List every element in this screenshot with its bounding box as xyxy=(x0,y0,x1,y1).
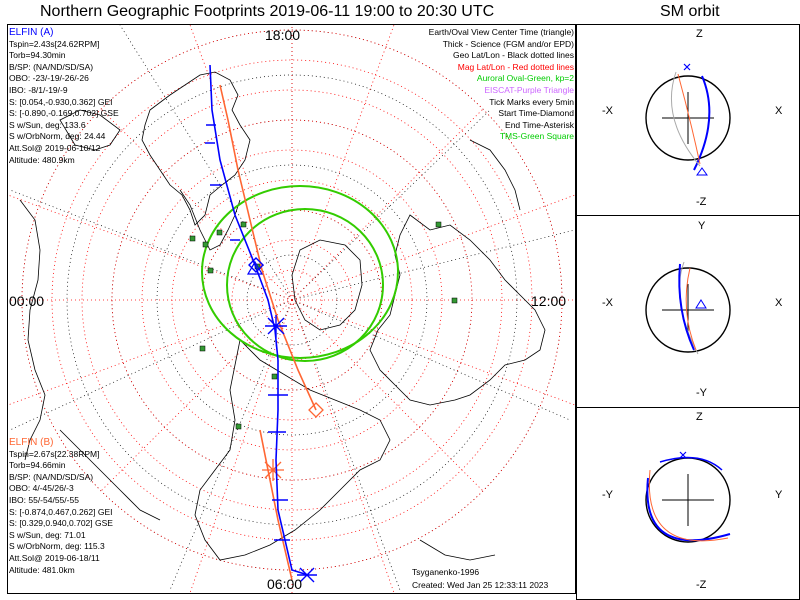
axis-label: -Y xyxy=(602,489,613,501)
elfin-a-line: OBO: -23/-19/-26/-26 xyxy=(9,73,89,84)
legend-entry: Start Time-Diamond xyxy=(498,108,574,119)
model-credit: Tsyganenko-1996 xyxy=(412,567,480,577)
elfin-b-line: S w/OrbNorm, deg: 115.3 xyxy=(9,541,105,552)
elfin-a-track xyxy=(209,64,309,576)
elfin-b-line: S: [-0.874,0.467,0.262] GEI xyxy=(9,506,113,517)
legend-entry: Geo Lat/Lon - Black dotted lines xyxy=(453,50,574,61)
elfin-a-line: B/SP: (NA/ND/SD/SA) xyxy=(9,61,94,72)
elfin-a-markers xyxy=(205,124,317,583)
elfin-a-line: S: [-0.890,-0.169,0.702] GSE xyxy=(9,108,119,119)
elfin-a-line: Torb=94.30min xyxy=(9,50,66,61)
elfin-b-line: S w/Sun, deg: 71.01 xyxy=(9,529,86,540)
legend-entry: Auroral Oval-Green, kp=2 xyxy=(476,73,574,84)
orbit-plot-yz xyxy=(645,451,731,543)
elfin-b-line: Altitude: 481.0km xyxy=(9,564,75,575)
mlt-label-bottom: 06:00 xyxy=(267,576,303,592)
axis-label: Z xyxy=(696,28,703,40)
axis-label: -Z xyxy=(696,196,707,208)
elfin-a-line: S: [0.054,-0.930,0.362] GEI xyxy=(9,96,113,107)
orbit-plot-xy xyxy=(645,261,731,355)
elfin-a-info: ELFIN (A) Tspin=2.43s[24.62RPM] Torb=94.… xyxy=(9,27,119,166)
elfin-b-name: ELFIN (B) xyxy=(9,437,54,448)
axis-label: Z xyxy=(696,411,703,423)
axis-label: -Y xyxy=(696,387,707,399)
elfin-a-name: ELFIN (A) xyxy=(9,27,54,38)
elfin-b-line: Torb=94.66min xyxy=(9,460,66,471)
map-frame xyxy=(7,24,576,594)
axis-label: -Z xyxy=(696,579,707,591)
elfin-a-line: Att.Sol@ 2019-06-10/12 xyxy=(9,142,101,153)
legend: Earth/Oval View Center Time (triangle) T… xyxy=(429,27,574,143)
elfin-b-line: Att.Sol@ 2019-06-18/11 xyxy=(9,552,100,563)
legend-entry: Thick - Science (FGM and/or EPD) xyxy=(442,38,574,49)
elfin-b-line: B/SP: (NA/ND/SD/SA) xyxy=(9,471,94,482)
map-title: Northern Geographic Footprints 2019-06-1… xyxy=(40,3,495,20)
axis-label: X xyxy=(775,105,783,117)
elfin-a-line: Tspin=2.43s[24.62RPM] xyxy=(9,38,100,49)
legend-entry: End Time-Asterisk xyxy=(505,119,574,130)
axis-label: -X xyxy=(602,297,613,309)
view-center-triangle xyxy=(246,260,264,275)
elfin-b-track xyxy=(219,84,317,581)
mlt-label-right: 12:00 xyxy=(531,293,567,309)
auroral-oval xyxy=(201,185,399,362)
elfin-a-line: S w/OrbNorm, deg: 24.44 xyxy=(9,131,106,142)
legend-entry: EISCAT-Purple Triangle xyxy=(484,84,574,95)
legend-entry: TMS-Green Square xyxy=(499,131,574,142)
coastlines xyxy=(19,71,546,561)
elfin-b-line: S: [0.329,0.940,0.702] GSE xyxy=(9,518,113,529)
axis-label: X xyxy=(775,297,783,309)
elfin-a-line: S w/Sun, deg: 133.6 xyxy=(9,119,86,130)
created-timestamp: Created: Wed Jan 25 12:33:11 2023 xyxy=(412,580,549,590)
elfin-b-line: IBO: 55/-54/55/-55 xyxy=(9,494,79,505)
axis-label: -X xyxy=(602,105,613,117)
axis-label: Y xyxy=(775,489,783,501)
elfin-b-markers xyxy=(262,402,324,481)
orbit-plot-xz xyxy=(645,63,731,176)
axis-label: Y xyxy=(698,220,706,232)
elfin-b-line: OBO: 4/-45/26/-3 xyxy=(9,483,74,494)
elfin-b-info: ELFIN (B) Tspin=2.67s[22.38RPM] Torb=94.… xyxy=(9,437,113,576)
mlt-label-top: 18:00 xyxy=(265,27,301,43)
orbit-title: SM orbit xyxy=(660,3,720,20)
legend-entry: Mag Lat/Lon - Red dotted lines xyxy=(457,61,574,72)
elfin-a-line: Altitude: 480.9km xyxy=(9,154,75,165)
elfin-b-line: Tspin=2.67s[22.38RPM] xyxy=(9,448,100,459)
legend-entry: Tick Marks every 5min xyxy=(489,96,574,107)
mlt-label-left: 00:00 xyxy=(9,293,45,309)
elfin-a-line: IBO: -8/1/-19/-9 xyxy=(9,84,68,95)
legend-entry: Earth/Oval View Center Time (triangle) xyxy=(428,27,574,37)
